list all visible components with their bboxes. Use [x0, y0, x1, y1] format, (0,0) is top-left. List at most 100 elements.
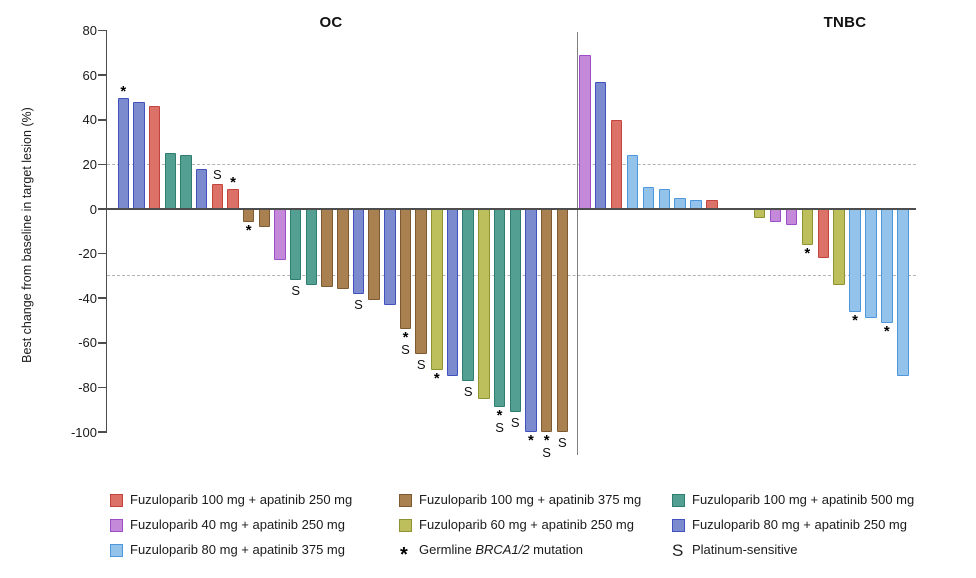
- y-axis-label: Best change from baseline in target lesi…: [20, 107, 34, 363]
- y-tick: [97, 297, 106, 299]
- y-tick: [97, 119, 106, 121]
- bar-sky: [881, 209, 893, 323]
- y-axis-line: [105, 29, 107, 433]
- brca-asterisk: *: [543, 432, 550, 449]
- brca-asterisk: *: [528, 432, 534, 449]
- bar-brown: [556, 209, 569, 432]
- platinum-s-label: S: [416, 356, 426, 372]
- bar-teal: [289, 209, 302, 281]
- legend-swatch-blue: [672, 519, 685, 532]
- platinum-s-label: S: [495, 420, 504, 436]
- bar-brown: [242, 209, 255, 223]
- brca-asterisk: *: [230, 173, 236, 191]
- bar-yellow: [801, 209, 814, 245]
- bar-sky: [658, 188, 670, 209]
- legend-item-label: Fuzuloparib 100 mg + apatinib 250 mg: [130, 492, 353, 507]
- legend-item-label: Fuzuloparib 60 mg + apatinib 250 mg: [419, 517, 634, 532]
- bar-red: [610, 119, 623, 209]
- bar-brown: [321, 209, 333, 288]
- platinum-s-label: S: [401, 342, 410, 358]
- bar-red: [227, 188, 239, 209]
- bar-teal: [509, 209, 521, 412]
- zero-baseline: [107, 208, 916, 210]
- bar-blue: [594, 81, 607, 209]
- y-tick: [97, 386, 106, 389]
- legend-italic-gene-name: BRCA1/2: [475, 542, 530, 557]
- y-tick-label: -40: [78, 290, 97, 306]
- y-tick: [97, 29, 106, 32]
- bar-teal: [164, 153, 177, 209]
- brca-asterisk: *: [433, 369, 440, 387]
- brca-asterisk: *: [804, 244, 811, 262]
- bar-blue: [195, 168, 208, 209]
- legend-item-label: Germline BRCA1/2 mutation: [419, 542, 584, 557]
- y-tick: [97, 252, 106, 255]
- bar-brown: [399, 209, 412, 330]
- bar-sky: [865, 209, 877, 319]
- y-tick-label: -100: [70, 424, 97, 440]
- platinum-s-label: S: [354, 296, 363, 312]
- brca-asterisk: *: [852, 311, 858, 329]
- bar-yellow: [431, 209, 443, 370]
- legend-brca-asterisk: *: [400, 544, 408, 566]
- bar-sky: [849, 209, 861, 312]
- bar-red: [817, 209, 829, 259]
- brca-asterisk: *: [883, 322, 890, 340]
- bar-yellow: [478, 209, 490, 399]
- y-tick-label: 40: [82, 112, 97, 128]
- bar-teal: [305, 209, 318, 285]
- panel-title-tnbc: TNBC: [823, 14, 867, 31]
- bar-red: [211, 184, 224, 209]
- bar-brown: [258, 209, 271, 227]
- bar-blue: [117, 97, 129, 209]
- y-tick-label: 80: [82, 23, 97, 39]
- legend-item-label: Fuzuloparib 100 mg + apatinib 500 mg: [692, 492, 915, 507]
- bar-purple: [274, 209, 286, 261]
- y-tick-label: 60: [82, 67, 97, 83]
- legend-item-label: Fuzuloparib 100 mg + apatinib 375 mg: [419, 492, 642, 507]
- brca-asterisk: *: [245, 222, 252, 240]
- legend-swatch-yellow: [399, 519, 412, 532]
- bar-teal: [493, 209, 506, 408]
- y-tick: [97, 342, 106, 344]
- legend-swatch-sky: [110, 544, 123, 557]
- bar-sky: [897, 209, 909, 377]
- bar-sky: [642, 186, 655, 209]
- bar-blue: [446, 209, 459, 377]
- platinum-s-label: S: [212, 167, 222, 183]
- bar-purple: [785, 209, 798, 225]
- legend-item-label: Platinum-sensitive: [692, 542, 798, 557]
- platinum-s-label: S: [463, 383, 473, 399]
- bar-blue: [525, 209, 537, 432]
- y-tick: [97, 163, 106, 166]
- platinum-s-label: S: [291, 283, 301, 299]
- bar-brown: [415, 209, 427, 354]
- legend-swatch-teal: [672, 494, 685, 507]
- y-tick: [97, 431, 106, 433]
- legend-item-label: Fuzuloparib 40 mg + apatinib 250 mg: [130, 517, 345, 532]
- bar-red: [148, 106, 161, 209]
- legend-swatch-red: [110, 494, 123, 507]
- bar-teal: [462, 209, 474, 381]
- y-tick-label: 20: [82, 156, 97, 172]
- bar-blue: [352, 209, 365, 294]
- legend-item-label: Fuzuloparib 80 mg + apatinib 250 mg: [692, 517, 907, 532]
- bar-blue: [133, 101, 145, 209]
- legend-swatch-brown: [399, 494, 412, 507]
- bar-blue: [384, 209, 396, 305]
- y-tick-label: -20: [78, 246, 97, 262]
- y-tick-label: -60: [78, 335, 97, 351]
- panel-title-oc: OC: [319, 14, 343, 31]
- brca-asterisk: *: [120, 82, 127, 100]
- brca-asterisk: *: [496, 407, 503, 425]
- y-tick-label: -80: [78, 379, 97, 395]
- legend-platinum-s: S: [672, 541, 684, 560]
- brca-asterisk: *: [402, 329, 409, 347]
- platinum-s-label: S: [557, 435, 567, 450]
- y-tick-label: 0: [89, 201, 97, 217]
- legend-item-label: Fuzuloparib 80 mg + apatinib 375 mg: [130, 542, 345, 557]
- y-tick: [97, 208, 106, 210]
- bar-brown: [337, 209, 349, 290]
- bar-brown: [368, 209, 380, 301]
